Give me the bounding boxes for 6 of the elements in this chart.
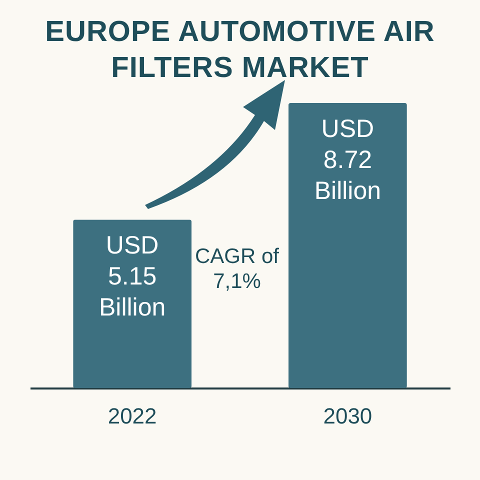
data-label: USD 5.15 Billion (98, 232, 166, 322)
x-tick-label: 2030 (323, 404, 372, 428)
chart-title: EUROPE AUTOMOTIVE AIR FILTERS MARKET (44, 15, 436, 86)
x-tick-label: 2022 (108, 404, 157, 428)
data-label: USD 8.72 Billion (314, 115, 382, 205)
annotation: CAGR of 7,1% (194, 244, 280, 294)
